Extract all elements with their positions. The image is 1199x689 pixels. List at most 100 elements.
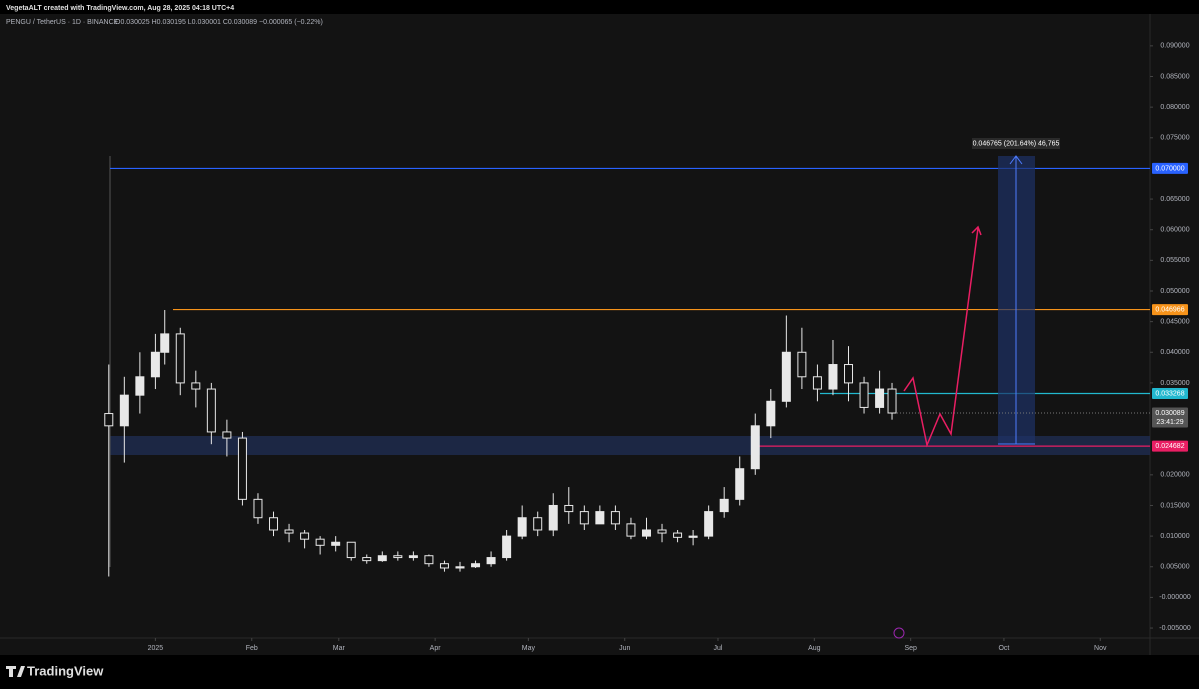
x-tick-label: May: [522, 645, 536, 652]
candle-body: [688, 535, 698, 538]
price-axis: [1150, 14, 1199, 655]
x-tick-label: Jun: [619, 645, 630, 652]
candle-body: [828, 364, 838, 390]
candle-body: [104, 413, 114, 427]
candle-body: [859, 382, 869, 408]
candle-body: [548, 504, 558, 531]
candle-body: [362, 557, 372, 562]
y-tick-label: 0.040000: [1160, 349, 1189, 356]
candle-body: [533, 517, 543, 531]
y-tick-label: 0.080000: [1160, 104, 1189, 111]
x-tick-label: Nov: [1094, 645, 1107, 652]
y-tick-label: 0.085000: [1160, 73, 1189, 80]
y-tick-label: 0.020000: [1160, 472, 1189, 479]
measure-label-box: [972, 138, 1060, 149]
y-tick-label: -0.005000: [1159, 625, 1191, 632]
candle-body: [284, 529, 294, 534]
candle-body: [237, 437, 247, 500]
candle-body: [781, 351, 791, 402]
x-tick-label: Mar: [333, 645, 346, 652]
candle-body: [502, 535, 512, 559]
candle-body: [486, 557, 496, 565]
y-tick-label: 0.035000: [1160, 380, 1189, 387]
candle-body: [331, 541, 341, 546]
plot-area: [0, 14, 1150, 655]
x-tick-label: Sep: [904, 645, 917, 652]
candle-body: [150, 351, 160, 378]
level-label: 0.046966: [1155, 306, 1184, 313]
event-icon: [893, 627, 905, 639]
level-label: 0.070000: [1155, 165, 1184, 172]
ohlc-legend: O0.030025 H0.030195 L0.030001 C0.030089 …: [115, 19, 323, 26]
x-tick-label: Jul: [713, 645, 722, 652]
candle-body: [408, 555, 418, 559]
last-price-tag: [1152, 407, 1188, 428]
candle-body: [887, 388, 897, 414]
candle-body: [377, 555, 387, 562]
header: VegetaALT created with TradingView.com, …: [6, 5, 234, 12]
candle-body: [750, 425, 760, 470]
candle-body: [471, 563, 481, 568]
candle-body: [175, 333, 185, 384]
y-tick-label: 0.075000: [1160, 135, 1189, 142]
logo-icon: [6, 666, 25, 677]
candle-body: [626, 523, 636, 537]
candle-body: [844, 364, 854, 384]
candle-body: [455, 566, 465, 569]
candle-body: [119, 394, 129, 427]
candle-body: [253, 498, 263, 519]
level-label: 0.033268: [1155, 390, 1184, 397]
candle-body: [673, 532, 683, 538]
y-tick-label: 0.005000: [1160, 564, 1189, 571]
y-tick-label: 0.065000: [1160, 196, 1189, 203]
y-tick-label: 0.090000: [1160, 43, 1189, 50]
x-tick-label: 2025: [148, 645, 164, 652]
x-tick-label: Oct: [998, 645, 1009, 652]
y-tick-label: 0.050000: [1160, 288, 1189, 295]
y-tick-label: 0.060000: [1160, 227, 1189, 234]
candle-body: [346, 541, 356, 559]
y-tick-label: 0.055000: [1160, 257, 1189, 264]
level-tag: [1152, 440, 1188, 452]
candle-body: [269, 517, 279, 531]
candle-body: [735, 468, 745, 500]
candle-body: [393, 555, 403, 559]
candle-body: [595, 511, 605, 525]
projection-arrowhead: [971, 225, 982, 236]
demand-zone: [110, 436, 1150, 455]
level-tag: [1152, 388, 1188, 400]
candle-body: [812, 376, 822, 390]
level-tag: [1152, 304, 1188, 316]
x-tick-label: Apr: [430, 645, 442, 652]
candle-body: [315, 538, 325, 546]
candle-body: [641, 529, 651, 537]
candle-body: [610, 511, 620, 525]
countdown-label: 23:41:29: [1156, 419, 1183, 426]
y-tick-label: -0.000000: [1159, 594, 1191, 601]
y-tick-label: 0.045000: [1160, 318, 1189, 325]
last-price-label: 0.030089: [1155, 410, 1184, 417]
footer-brand: TradingView: [27, 663, 104, 678]
candle-body: [704, 511, 714, 537]
candle-body: [206, 388, 216, 433]
level-label: 0.024682: [1155, 443, 1184, 450]
y-tick-label: 0.010000: [1160, 533, 1189, 540]
x-tick-label: Aug: [808, 645, 821, 652]
candle-body: [300, 532, 310, 540]
candle-body: [719, 498, 729, 513]
candle-body: [875, 388, 885, 408]
candle-body: [160, 333, 170, 353]
level-tag: [1152, 162, 1188, 174]
projection-path: [903, 227, 979, 448]
measure-arrowhead: [1009, 155, 1023, 165]
candle-body: [135, 376, 145, 396]
symbol: PENGU / TetherUS · 1D · BINANCE: [6, 19, 119, 26]
candle-body: [657, 529, 667, 534]
candle-body: [439, 563, 449, 569]
candle-body: [222, 431, 232, 439]
measure-label: 0.046765 (201.64%) 46,765: [973, 140, 1060, 147]
candle-body: [564, 504, 574, 513]
y-tick-label: 0.015000: [1160, 502, 1189, 509]
candle-body: [579, 511, 589, 525]
